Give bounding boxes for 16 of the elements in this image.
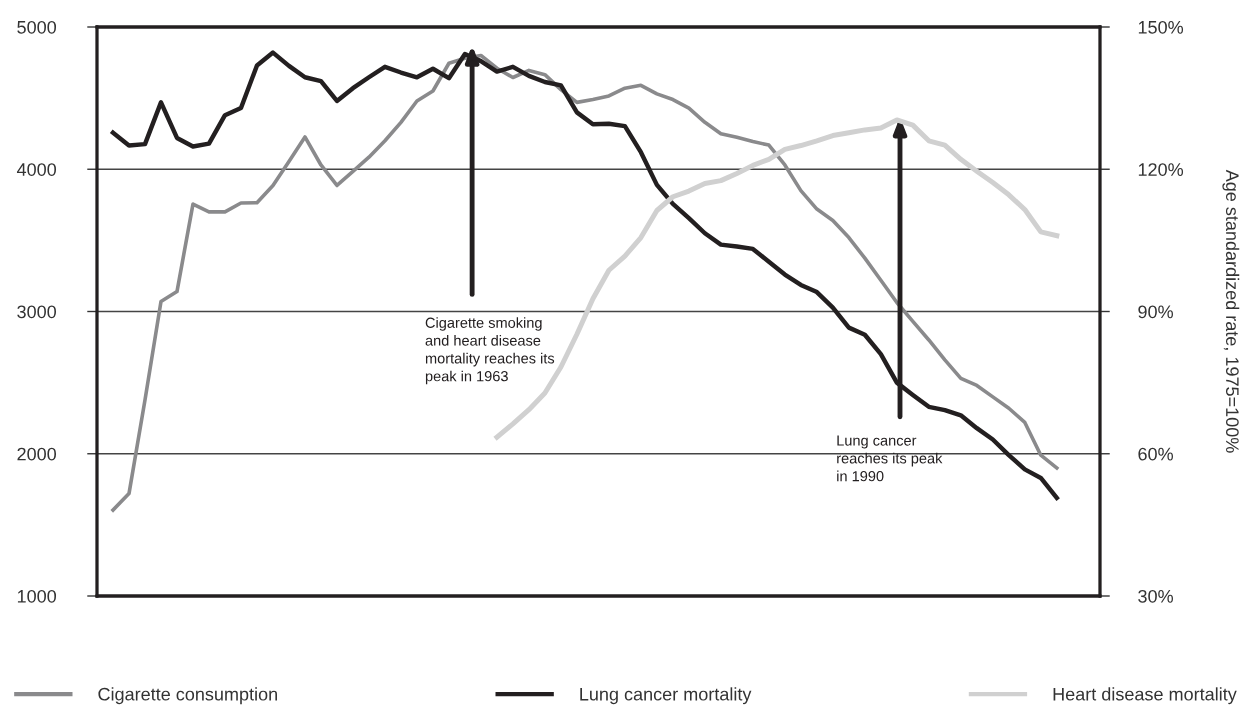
- legend-label: Lung cancer mortality: [580, 687, 752, 705]
- y2-tick-label: 60%: [1138, 447, 1173, 461]
- legend-label: Cigarette consumption: [98, 687, 277, 705]
- legend-label: Heart disease mortality: [1053, 687, 1237, 705]
- y2-tick-label: 30%: [1138, 589, 1173, 603]
- y-tick-label: 1000: [17, 589, 57, 603]
- y2-tick-label: 120%: [1138, 163, 1184, 176]
- y-tick-label: 3000: [17, 305, 57, 319]
- annotation: Cigarette smoking and heart disease mortality reaches its peak in 1963: [425, 317, 555, 385]
- y2-tick-label: 90%: [1138, 305, 1173, 319]
- y-tick-label: 4000: [16, 163, 57, 176]
- y2-tick-label: 150%: [1138, 20, 1184, 34]
- y2-axis-title: Age standardized rate, 1975=100%: [1222, 169, 1240, 453]
- annotation: Lung cancer reaches its peak in 1990: [837, 435, 943, 482]
- y-tick-label: 5000: [17, 20, 57, 34]
- y-tick-label: 2000: [17, 447, 57, 461]
